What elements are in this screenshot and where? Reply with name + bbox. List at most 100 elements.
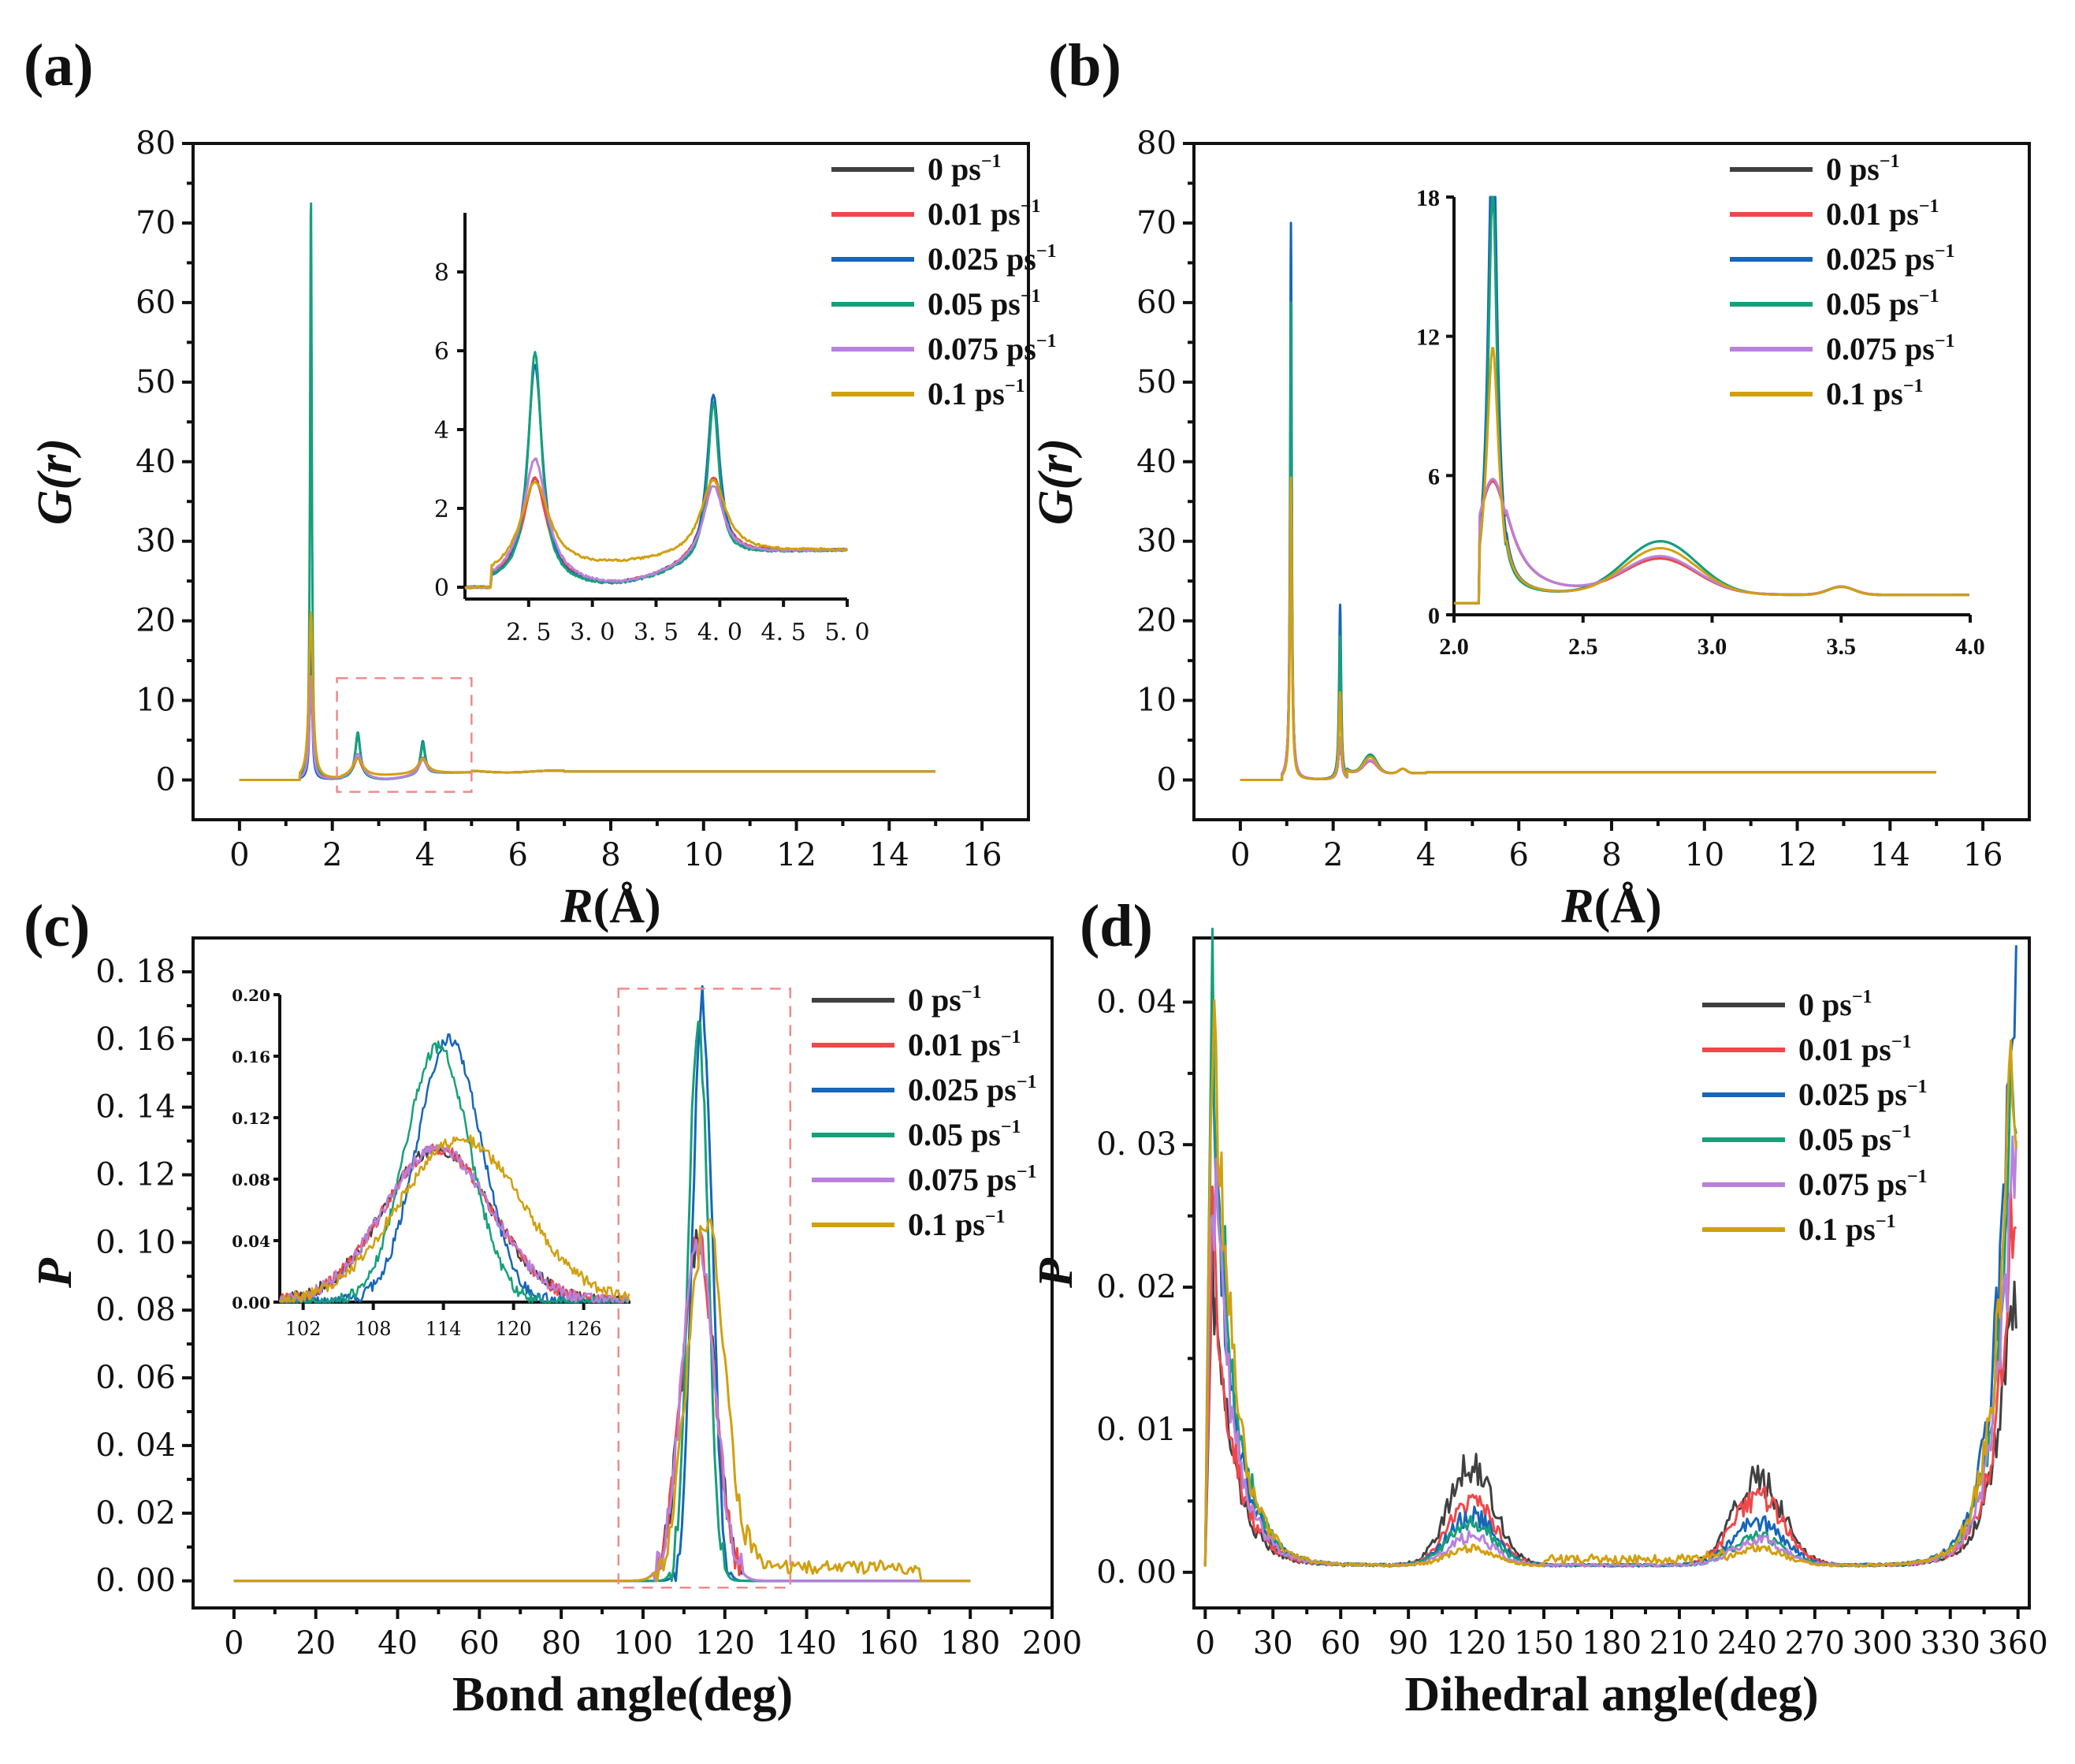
legend-entry: 0 ps−1 [908,982,982,1018]
y-axis-title: P [1029,1257,1083,1289]
x-tick-label: 6 [1508,837,1528,873]
y-tick-label: 10 [136,683,176,719]
x-tick-label: 6 [508,837,527,873]
y-tick-label: 50 [1136,364,1177,400]
x-axis-title: R(Å) [1560,880,1661,933]
legend-entry-sup: −1 [1017,1072,1037,1092]
legend-entry-text: 0.025 ps [1826,241,1935,277]
y-tick-label: 60 [1136,285,1177,321]
legend-entry: 0.1 ps−1 [928,376,1025,411]
y-tick-label: 0. 03 [1096,1126,1177,1163]
x-tick-label: 16 [1963,837,2003,873]
panel-label-a: (a) [24,32,94,99]
legend-entry: 0.01 ps−1 [908,1027,1021,1062]
legend-entry-sup: −1 [1017,1162,1037,1182]
legend-entry: 0.01 ps−1 [928,196,1041,232]
inset-y-tick-label: 2 [434,496,449,523]
y-tick-label: 80 [1136,125,1177,162]
x-tick-label: 360 [1988,1625,2047,1662]
x-tick-label: 60 [1321,1625,1361,1662]
inset-bond-angle-line [280,1033,630,1304]
rdf-line [238,611,936,781]
legend-entry: 0.075 ps−1 [1798,1167,1928,1202]
y-tick-label: 80 [136,125,176,162]
y-tick-label: 0. 02 [1096,1269,1177,1305]
dihedral-line [1203,999,2017,1568]
y-tick-label: 20 [136,603,176,639]
x-tick-label: 180 [1582,1625,1642,1662]
x-axis-title: R(Å) [560,880,660,933]
x-tick-label: 0 [224,1625,244,1662]
inset-y-tick-label: 0.16 [232,1048,270,1066]
inset-x-tick-label: 3.0 [1698,634,1727,660]
inset-x-tick-label: 4. 5 [761,619,806,646]
panel-label-d: (d) [1080,893,1153,959]
x-tick-label: 12 [1777,837,1817,873]
legend-entry: 0.025 ps−1 [928,241,1057,277]
legend-entry: 0.075 ps−1 [1826,331,1955,367]
x-tick-label: 160 [858,1625,918,1662]
x-tick-label: 300 [1853,1625,1913,1662]
legend-entry-text: 0.01 ps [908,1027,1001,1062]
y-tick-label: 0. 14 [95,1089,176,1126]
legend-entry-text: 0 ps [1798,987,1852,1022]
inset-rdf-line [1453,478,1969,605]
legend-entry: 0.1 ps−1 [1798,1211,1896,1247]
bond-angle-line [233,984,971,1583]
x-axis-title-unit: (Å) [1594,880,1662,933]
inset-y-tick-label: 0.20 [232,986,270,1005]
legend-entry-sup: −1 [1005,376,1025,396]
x-axis-title: Dihedral angle(deg) [1404,1668,1818,1721]
dihedral-line [1203,1185,2017,1568]
legend-entry-text: 0.1 ps [1798,1211,1876,1247]
legend-entry-sup: −1 [1021,286,1041,307]
inset-y-tick-label: 0 [434,575,449,602]
legend-entry: 0.05 ps−1 [1826,286,1939,322]
legend-entry-text: 0.05 ps [928,286,1021,322]
bond-angle-line [233,1230,971,1583]
inset-y-tick-label: 0.00 [232,1293,270,1312]
legend-entry: 0.05 ps−1 [1798,1122,1912,1157]
legend-entry: 0.025 ps−1 [1826,241,1955,277]
legend-entry-sup: −1 [1907,1077,1928,1097]
legend-entry: 0.05 ps−1 [928,286,1041,322]
legend-entry-text: 0.05 ps [1798,1122,1891,1157]
x-tick-label: 40 [377,1625,418,1662]
x-tick-label: 14 [869,837,909,873]
legend-entry-text: 0.025 ps [908,1072,1017,1107]
y-axis-title: G(r) [28,438,82,525]
legend-entry-text: 0.025 ps [928,241,1036,277]
x-tick-label: 8 [601,837,620,873]
y-tick-label: 0. 04 [95,1427,176,1464]
x-tick-label: 14 [1870,837,1910,873]
x-tick-label: 80 [541,1625,582,1662]
inset-x-tick-label: 102 [285,1318,322,1340]
y-tick-label: 0. 16 [95,1022,176,1058]
legend-entry-sup: −1 [1876,1211,1896,1232]
legend-entry-text: 0 ps [908,982,961,1018]
inset-bond-angle-line [279,1134,630,1304]
zoom-box [617,988,792,1589]
x-tick-label: 10 [1684,837,1724,873]
legend-entry-text: 0.01 ps [928,196,1021,232]
x-tick-label: 4 [415,837,435,873]
dihedral-line [1203,927,2017,1568]
legend-entry-text: 0.025 ps [1798,1077,1907,1112]
rdf-line [1239,476,1938,781]
inset-y-tick-label: 18 [1416,185,1440,211]
legend-entry-sup: −1 [1891,1032,1912,1052]
y-tick-label: 20 [1136,603,1177,639]
x-tick-label: 140 [776,1625,836,1662]
inset-y-tick-label: 12 [1416,325,1440,351]
x-tick-label: 120 [1446,1625,1506,1662]
rdf-line [1239,301,1938,781]
x-tick-label: 10 [683,837,723,873]
x-tick-label: 200 [1022,1625,1082,1662]
inset-bond-angle-line [278,1144,630,1304]
x-tick-label: 20 [296,1625,336,1662]
x-tick-label: 0 [1196,1625,1215,1662]
y-tick-label: 30 [136,523,176,560]
rdf-line [238,675,936,781]
y-tick-label: 40 [136,444,176,480]
